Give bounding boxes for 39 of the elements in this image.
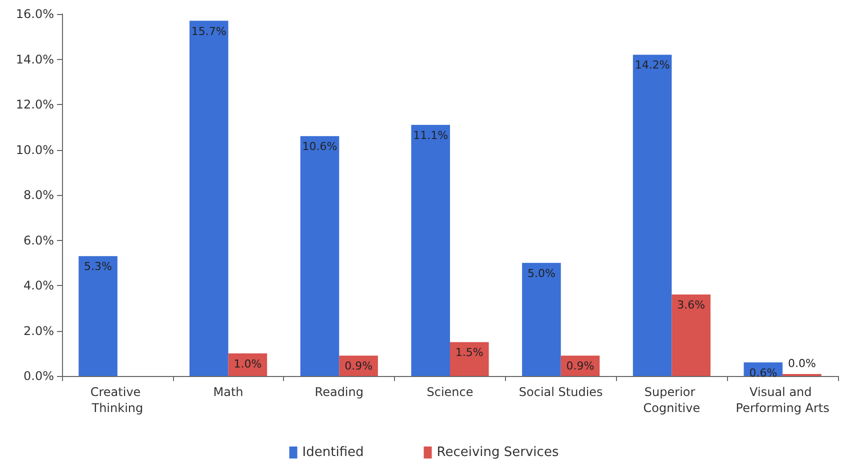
data-label: 1.5% (455, 346, 484, 360)
x-tick-label: Reading (314, 385, 364, 399)
y-tick-label: 0.0% (24, 369, 54, 383)
bar (522, 262, 561, 376)
data-label: 0.0% (788, 357, 816, 370)
y-tick-label: 14.0% (16, 52, 54, 66)
bar (632, 54, 672, 376)
data-label: 5.3% (84, 260, 112, 274)
bar (411, 124, 450, 376)
data-label: 14.2% (634, 58, 670, 72)
data-label: 15.7% (191, 24, 226, 38)
bar (450, 342, 489, 376)
y-tick-label: 10.0% (16, 142, 54, 157)
data-label: 0.6% (749, 366, 778, 380)
bar (78, 256, 118, 376)
x-tick-label: Math (213, 385, 244, 399)
x-tick-label: Visual and Performing Arts (736, 385, 830, 415)
x-tick-label: Superior Cognitive (643, 385, 700, 415)
data-label: 11.1% (413, 128, 448, 142)
bar (189, 20, 228, 376)
x-tick-label: Science (426, 385, 474, 399)
legend-label: Identified (302, 445, 364, 460)
data-label: 1.0% (234, 357, 262, 370)
data-label: 0.9% (344, 360, 373, 373)
y-tick-label: 12.0% (16, 98, 54, 112)
y-tick-label: 2.0% (24, 324, 54, 338)
bar (300, 136, 340, 376)
data-label: 5.0% (527, 266, 556, 280)
data-label: 0.9% (566, 360, 594, 373)
x-tick-label: Creative Thinking (90, 385, 144, 415)
x-tick-label: Social Studies (518, 385, 603, 399)
data-label: 3.6% (677, 298, 706, 312)
data-label: 10.6% (302, 140, 338, 154)
legend-label: Receiving Services (436, 445, 559, 460)
y-tick-label: 8.0% (24, 188, 54, 202)
y-tick-label: 16.0% (16, 7, 54, 21)
y-tick-label: 4.0% (24, 278, 54, 292)
bar (672, 294, 711, 376)
y-tick-label: 6.0% (24, 233, 54, 248)
